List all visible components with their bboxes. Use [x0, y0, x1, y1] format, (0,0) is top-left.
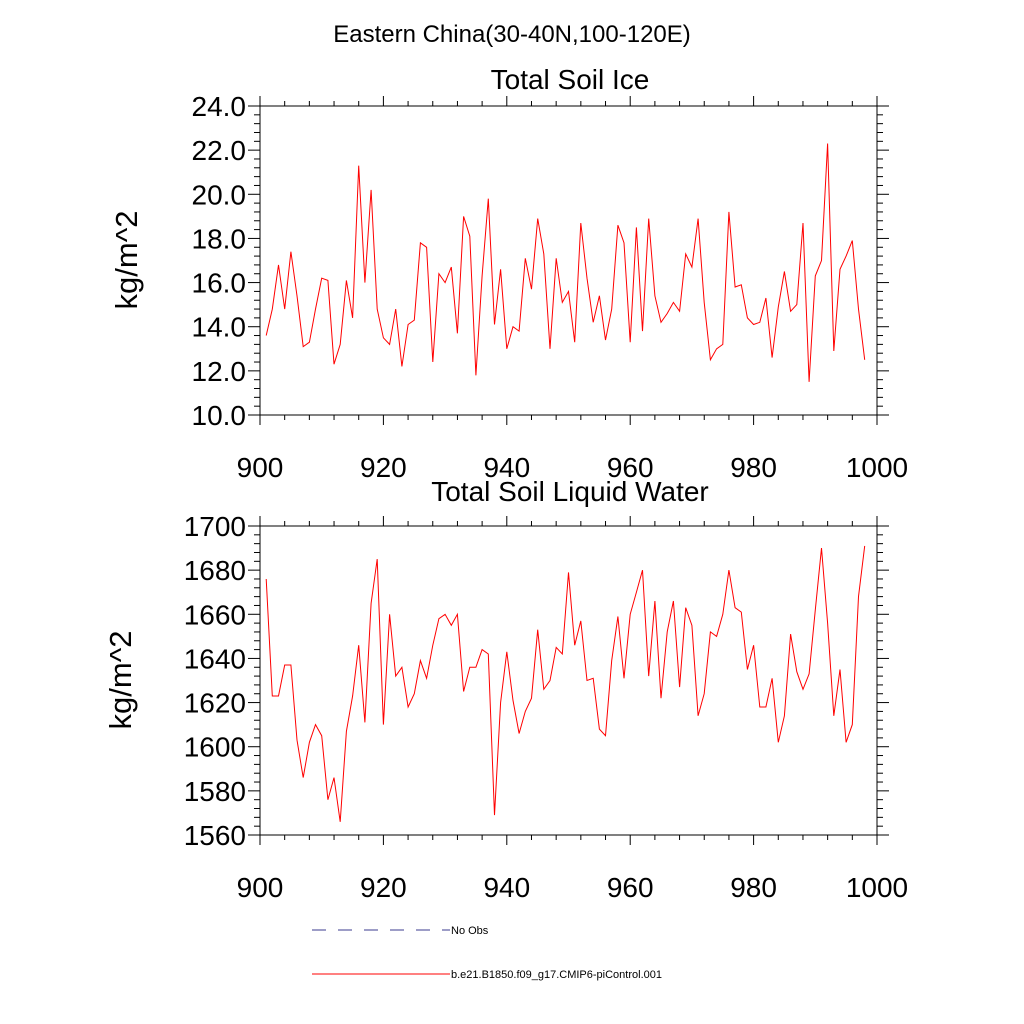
- x-tick-label: 1000: [846, 452, 908, 483]
- y-axis-label: kg/m^2: [103, 631, 138, 730]
- y-tick-label: 10.0: [192, 400, 247, 431]
- y-tick-label: 1640: [184, 643, 246, 674]
- y-tick-label: 18.0: [192, 223, 247, 254]
- axis-ticks: [248, 516, 889, 845]
- y-tick-label: 1580: [184, 776, 246, 807]
- y-tick-label: 12.0: [192, 356, 247, 387]
- y-axis-label: kg/m^2: [109, 211, 144, 310]
- panel-title: Total Soil Liquid Water: [431, 476, 709, 507]
- panel-soil-ice: Total Soil Ice kg/m^2 10.0 12.0 14.0 16.0 18…: [109, 64, 908, 483]
- series-line-piControl: [265, 545, 866, 822]
- legend-item-picontrol: b.e21.B1850.f09_g17.CMIP6-piControl.001: [312, 969, 662, 981]
- x-tick-labels: 900 920 940 960 980 1000: [237, 452, 909, 483]
- y-tick-label: 24.0: [192, 91, 247, 122]
- x-tick-label: 940: [483, 872, 530, 903]
- x-tick-label: 920: [360, 872, 407, 903]
- plot-frame: [259, 525, 878, 836]
- y-tick-label: 1700: [184, 511, 246, 542]
- x-tick-label: 980: [730, 872, 777, 903]
- y-tick-label: 20.0: [192, 179, 247, 210]
- y-tick-label: 16.0: [192, 268, 247, 299]
- axis-ticks: [248, 96, 889, 425]
- y-tick-label: 1600: [184, 732, 246, 763]
- plot-frame: [259, 105, 878, 416]
- y-tick-label: 1680: [184, 555, 246, 586]
- panel-soil-liquid-water: Total Soil Liquid Water kg/m^2 156015801…: [103, 476, 908, 903]
- x-tick-label: 920: [360, 452, 407, 483]
- legend-label: No Obs: [451, 925, 489, 937]
- x-tick-label: 900: [237, 452, 284, 483]
- y-tick-labels: 10.0 12.0 14.0 16.0 18.0 20.0 22.0 24.0: [192, 91, 247, 431]
- x-tick-label: 960: [607, 452, 654, 483]
- y-tick-label: 22.0: [192, 135, 247, 166]
- legend-item-no-obs: No Obs: [312, 925, 489, 937]
- x-tick-label: 980: [730, 452, 777, 483]
- series-line-piControl: [265, 143, 866, 382]
- x-tick-label: 960: [607, 872, 654, 903]
- legend: No Obs b.e21.B1850.f09_g17.CMIP6-piContr…: [312, 925, 662, 981]
- y-tick-label: 1560: [184, 820, 246, 851]
- y-tick-label: 1660: [184, 599, 246, 630]
- x-tick-label: 900: [237, 872, 284, 903]
- y-tick-label: 1620: [184, 688, 246, 719]
- legend-label: b.e21.B1850.f09_g17.CMIP6-piControl.001: [451, 969, 662, 981]
- y-tick-labels: 1560 1580 1600 1620 1640 1660 1680 1700: [184, 511, 246, 851]
- panel-title: Total Soil Ice: [491, 64, 650, 95]
- x-tick-label: 940: [483, 452, 530, 483]
- x-tick-label: 1000: [846, 872, 908, 903]
- figure-title: Eastern China(30-40N,100-120E): [333, 21, 691, 48]
- x-tick-labels: 900 920 940 960 980 1000: [237, 872, 909, 903]
- y-tick-label: 14.0: [192, 312, 247, 343]
